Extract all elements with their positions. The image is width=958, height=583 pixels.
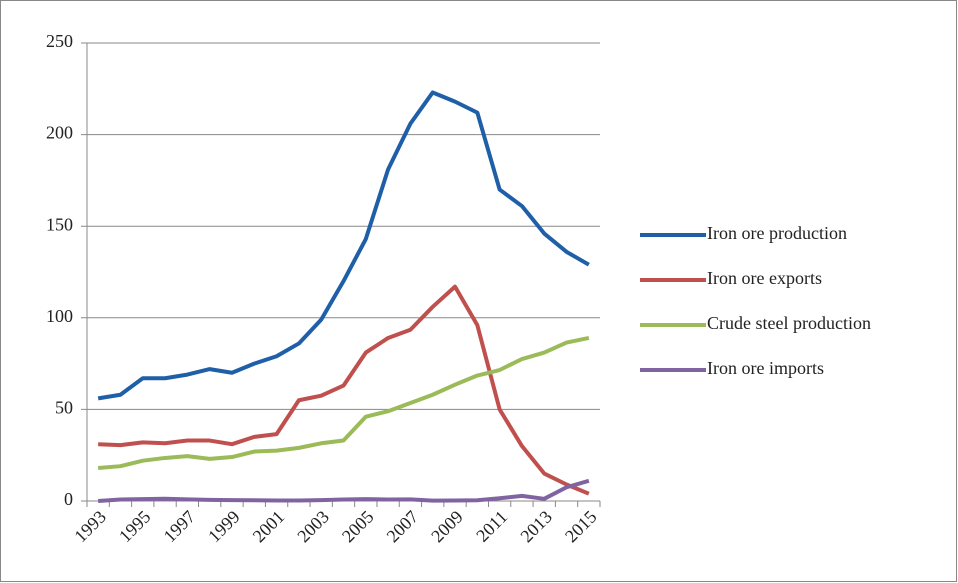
series-line (97, 90, 590, 401)
y-tick-label: 150 (46, 214, 73, 234)
series-line (97, 335, 590, 471)
y-tick-label: 250 (46, 31, 73, 51)
series-line (98, 478, 590, 503)
series-line (98, 284, 590, 496)
y-tick-label: 100 (46, 306, 73, 326)
legend-label: Iron ore exports (707, 268, 822, 288)
y-tick-label: 50 (55, 398, 73, 418)
y-tick-label: 200 (46, 123, 73, 143)
legend-label: Iron ore imports (707, 358, 824, 378)
legend-label: Iron ore production (707, 223, 847, 243)
legend-label: Crude steel production (707, 313, 871, 333)
y-tick-label: 0 (64, 489, 73, 509)
